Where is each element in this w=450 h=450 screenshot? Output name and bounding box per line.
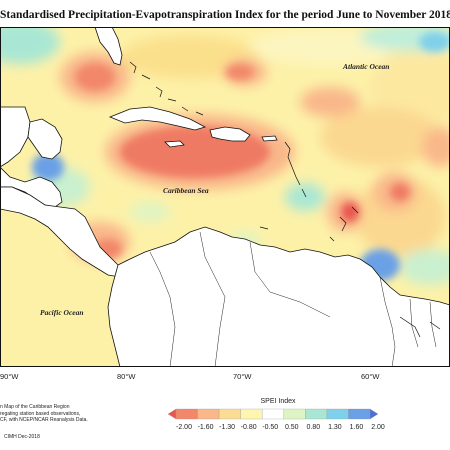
legend-swatch: [197, 408, 220, 420]
small-islands: [129, 61, 441, 338]
legend-swatch: [283, 408, 306, 420]
legend-tick-label: 2.00: [371, 424, 385, 431]
legend-swatch: [218, 408, 241, 420]
land-hispaniola: [209, 126, 251, 142]
legend-swatch: [348, 408, 371, 420]
legend-tick-label: -1.30: [219, 424, 236, 431]
map-credit: CIMH Dec-2018: [4, 434, 40, 440]
land-south-america: [107, 226, 450, 367]
legend-tick-label: 0.80: [306, 424, 321, 431]
legend-swatch: [175, 408, 198, 420]
pacific-ocean-label: Pacific Ocean: [40, 308, 84, 317]
legend-swatch: [240, 408, 263, 420]
legend-tick-label: -2.00: [176, 424, 192, 431]
legend-title: SPEI Index: [260, 398, 296, 405]
legend-tick-label: 0.50: [284, 424, 299, 431]
legend-tick-label: -0.50: [262, 424, 279, 431]
legend-swatch: [262, 408, 284, 420]
map-footnote: n Map of the Caribbean Region regating s…: [0, 404, 88, 424]
legend-swatch: [326, 408, 349, 420]
lon-label-90w: 90°W: [0, 372, 19, 381]
land-yucatan: [27, 118, 63, 160]
spei-map: Atlantic Ocean Caribbean Sea Pacific Oce…: [0, 27, 450, 367]
lon-label-80w: 80°W: [117, 372, 136, 381]
footnote-line: regating station based observations,: [0, 410, 81, 417]
map-title: Standardised Precipitation-Evapotranspir…: [0, 9, 450, 21]
land-jamaica: [164, 140, 185, 148]
legend-swatch: [369, 408, 378, 420]
country-borders: [149, 231, 437, 367]
lon-label-60w: 60°W: [361, 372, 380, 381]
land-florida: [94, 27, 123, 66]
land-puerto-rico: [261, 135, 278, 142]
legend-tick-label: 1.30: [328, 424, 342, 431]
atlantic-ocean-label: Atlantic Ocean: [343, 62, 390, 71]
legend-swatch: [168, 408, 177, 420]
map-canvas: [0, 27, 450, 367]
legend-swatch: [305, 408, 328, 420]
footnote-line: CF, with NCEP/NCAR Reanalysis Data.: [0, 417, 88, 423]
land-masses: [0, 27, 450, 367]
legend-colorbar: [168, 408, 378, 420]
lon-label-70w: 70°W: [233, 372, 252, 381]
legend-tick-label: -0.80: [240, 424, 257, 431]
caribbean-sea-label: Caribbean Sea: [163, 186, 209, 195]
legend-tick-label: -1.60: [197, 424, 214, 431]
land-cuba: [108, 106, 207, 131]
footnote-line: n Map of the Caribbean Region: [0, 404, 70, 410]
legend-swatches: [168, 408, 378, 420]
legend-tick-label: 1.60: [349, 424, 364, 431]
